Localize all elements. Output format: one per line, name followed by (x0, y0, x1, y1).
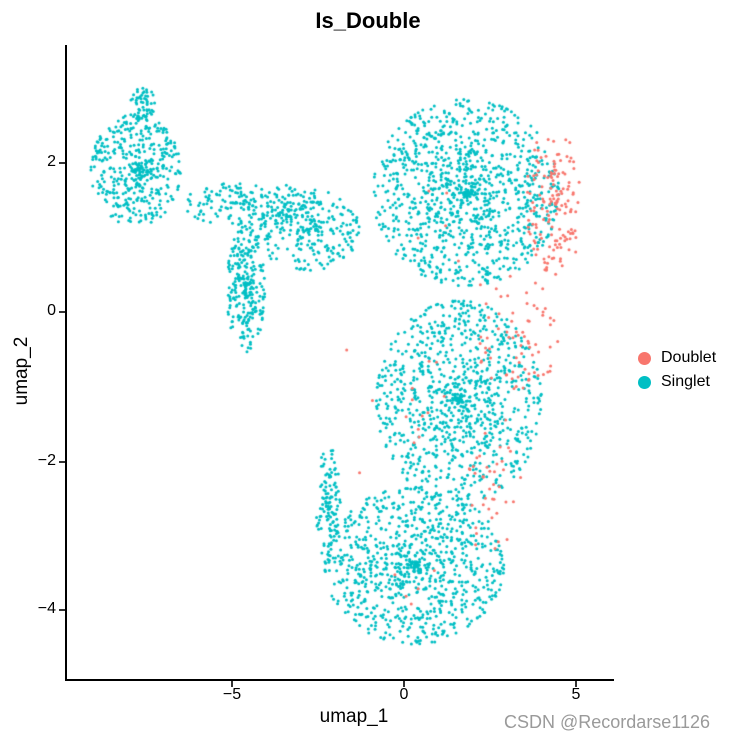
x-tick-mark (231, 681, 233, 687)
x-tick-label: −5 (222, 686, 242, 703)
singlet-dot-icon (638, 375, 651, 389)
y-tick-label: −4 (37, 600, 56, 617)
y-tick-label: −2 (37, 452, 56, 469)
legend: Doublet Singlet (638, 346, 716, 394)
y-tick-mark (59, 162, 65, 164)
y-tick-label: 0 (47, 302, 56, 319)
y-axis-title: umap_2 (11, 336, 32, 406)
legend-label: Doublet (661, 349, 717, 366)
y-tick-label: 2 (47, 153, 56, 170)
y-tick-mark (59, 461, 65, 463)
x-tick-mark (403, 681, 405, 687)
x-axis-title: umap_1 (319, 706, 389, 727)
x-tick-label: 5 (571, 686, 581, 703)
y-tick-mark (59, 609, 65, 611)
legend-item-doublet: Doublet (638, 346, 716, 370)
watermark: CSDN @Recordarse1126 (504, 712, 711, 732)
legend-item-singlet: Singlet (638, 370, 716, 394)
doublet-dot-icon (638, 351, 651, 365)
y-axis-line (65, 45, 67, 681)
x-tick-label: 0 (399, 686, 409, 703)
y-tick-mark (59, 311, 65, 313)
x-tick-mark (575, 681, 577, 687)
legend-label: Singlet (661, 373, 710, 390)
x-axis-line (65, 679, 614, 681)
